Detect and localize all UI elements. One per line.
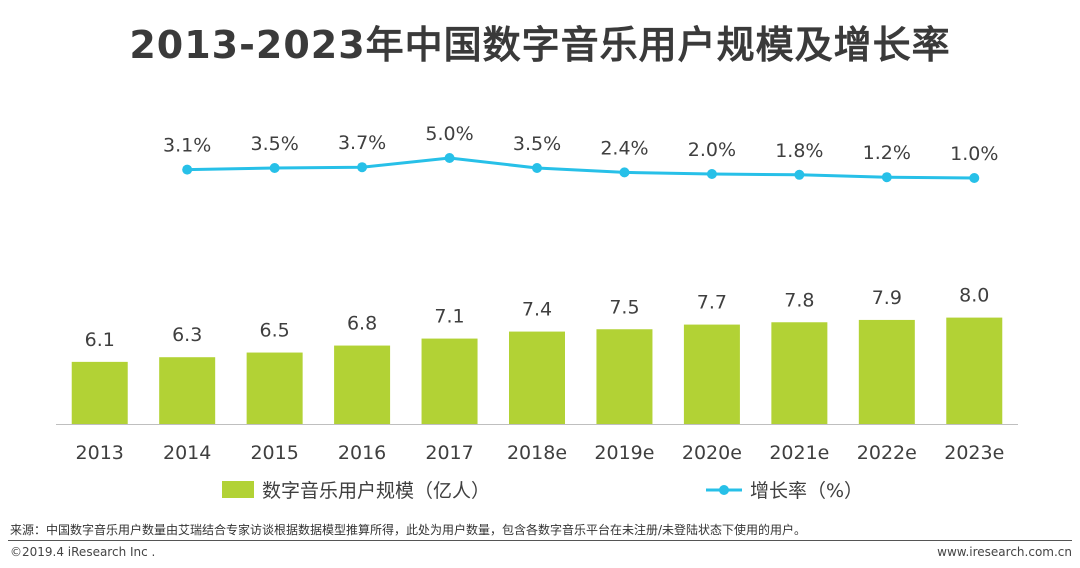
growth-value-label: 3.5% bbox=[250, 133, 298, 155]
legend-line-marker bbox=[719, 485, 729, 495]
bar-value-label: 7.4 bbox=[522, 299, 552, 321]
bar bbox=[421, 338, 478, 424]
growth-point bbox=[357, 162, 368, 173]
bar bbox=[946, 317, 1003, 424]
bar-value-label: 6.8 bbox=[347, 313, 377, 335]
legend: 数字音乐用户规模（亿人） 增长率（%） bbox=[222, 480, 863, 502]
x-tick-label: 2015 bbox=[250, 442, 298, 464]
growth-line-series: 3.1% 3.5% 3.7% 5.0% 3.5% 2.4% 2.0% 1.8% 1.2% 1.0% bbox=[163, 123, 998, 183]
growth-point bbox=[881, 172, 892, 183]
x-axis: 2013 2014 2015 2016 2017 2018e 2019e 2020e 2021e… bbox=[56, 424, 1018, 464]
growth-value-label: 1.8% bbox=[775, 140, 823, 162]
growth-point bbox=[182, 164, 193, 175]
bar bbox=[246, 352, 303, 424]
growth-value-label: 2.4% bbox=[600, 137, 648, 159]
bar-value-label: 6.1 bbox=[85, 329, 115, 351]
growth-point bbox=[532, 163, 542, 173]
bar-value-label: 6.3 bbox=[172, 324, 202, 346]
bar-value-label: 8.0 bbox=[959, 285, 989, 307]
growth-value-label: 1.2% bbox=[863, 142, 911, 164]
bar bbox=[159, 357, 216, 424]
chart-title: 2013-2023年中国数字音乐用户规模及增长率 bbox=[129, 23, 951, 67]
bar-value-label: 7.1 bbox=[434, 306, 464, 328]
growth-value-label: 5.0% bbox=[425, 123, 473, 145]
bar bbox=[509, 331, 565, 424]
x-tick-label: 2021e bbox=[769, 442, 829, 464]
growth-point bbox=[444, 153, 455, 163]
bar-value-label: 7.9 bbox=[872, 287, 902, 309]
growth-value-label: 3.7% bbox=[338, 132, 386, 154]
x-tick-label: 2023e bbox=[944, 442, 1004, 464]
x-tick-label: 2013 bbox=[76, 442, 124, 464]
bar bbox=[858, 319, 915, 424]
x-tick-label: 2014 bbox=[163, 442, 211, 464]
copyright-text: ©2019.4 iResearch Inc . bbox=[10, 545, 156, 559]
bar bbox=[596, 329, 653, 424]
bar bbox=[71, 361, 128, 424]
x-tick-label: 2019e bbox=[594, 442, 654, 464]
x-tick-label: 2022e bbox=[857, 442, 917, 464]
growth-point bbox=[969, 173, 980, 183]
growth-point bbox=[619, 167, 630, 178]
website-link[interactable]: www.iresearch.com.cn bbox=[937, 545, 1072, 559]
bar-value-label: 7.8 bbox=[784, 289, 814, 311]
growth-value-label: 1.0% bbox=[950, 143, 998, 165]
bar-value-label: 7.7 bbox=[697, 292, 727, 314]
bar bbox=[334, 345, 391, 424]
x-tick-label: 2017 bbox=[425, 442, 473, 464]
growth-point bbox=[269, 163, 280, 173]
bar-value-label: 7.5 bbox=[609, 296, 639, 318]
bar-value-label: 6.5 bbox=[260, 320, 290, 342]
bar bbox=[683, 324, 740, 424]
legend-bar-label: 数字音乐用户规模（亿人） bbox=[262, 480, 490, 502]
growth-value-label: 3.1% bbox=[163, 135, 211, 157]
legend-line-label: 增长率（%） bbox=[750, 480, 863, 502]
bar bbox=[771, 322, 828, 424]
legend-bar-swatch bbox=[222, 481, 254, 498]
x-tick-label: 2018e bbox=[507, 442, 567, 464]
growth-line bbox=[187, 156, 975, 180]
source-note: 来源：中国数字音乐用户数量由艾瑞结合专家访谈根据数据模型推算所得，此处为用户数量… bbox=[10, 523, 807, 537]
growth-point bbox=[706, 169, 717, 179]
growth-value-label: 2.0% bbox=[688, 139, 736, 161]
x-tick-label: 2016 bbox=[338, 442, 386, 464]
footer-divider bbox=[8, 540, 1072, 541]
bar-series: 6.1 6.3 6.5 6.8 7.1 7.4 7.5 7.7 7.8 7.9 8.0 bbox=[71, 285, 1003, 424]
growth-point bbox=[794, 169, 805, 180]
x-tick-label: 2020e bbox=[682, 442, 742, 464]
growth-value-label: 3.5% bbox=[513, 133, 561, 155]
